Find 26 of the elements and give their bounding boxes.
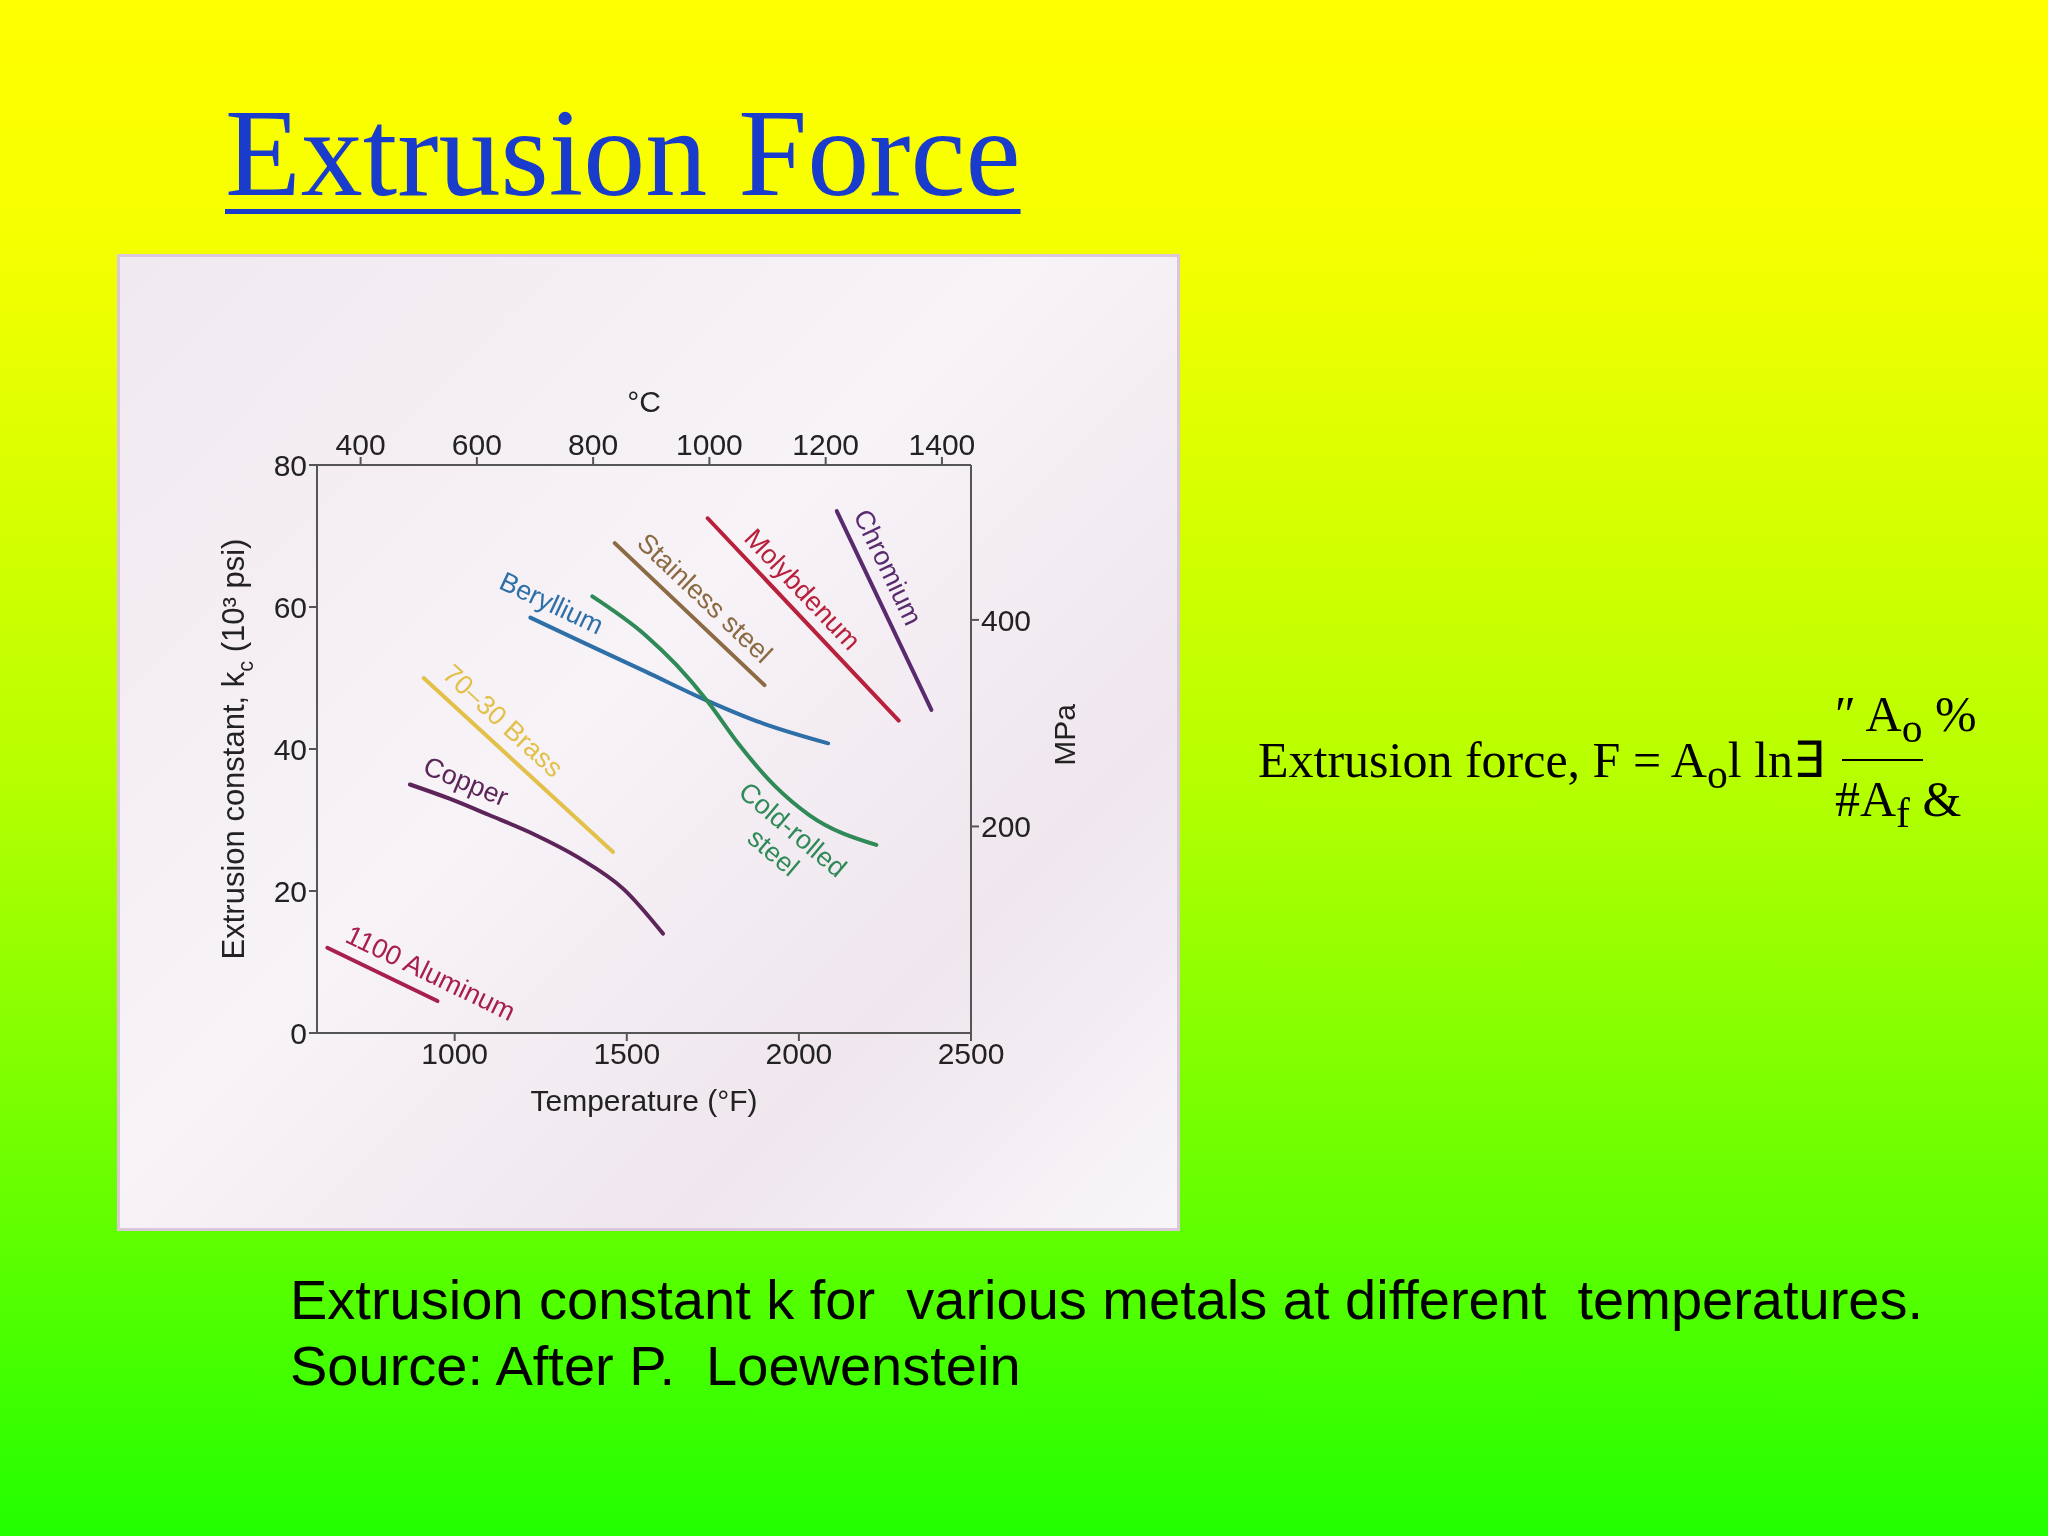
y-tick-label: 60 bbox=[273, 590, 307, 624]
x2-tick-label: 1000 bbox=[676, 428, 743, 461]
text: #A$_{f}$ & bbox=[1835, 771, 1962, 838]
x2-tick-label: 600 bbox=[451, 428, 502, 461]
y-tick-label: 40 bbox=[273, 732, 307, 766]
text: Extrusion constant k for various metals at different temperatures. bbox=[290, 1267, 1924, 1333]
x2-axis-title: °C bbox=[627, 384, 661, 418]
y-tick-label: 20 bbox=[273, 874, 307, 908]
text: Extrusion force, F = A$_{o}$l ln∃ bbox=[1258, 732, 1826, 799]
x2-tick-label: 800 bbox=[568, 428, 619, 461]
y-tick-label: 0 bbox=[290, 1016, 307, 1050]
x-tick-label: 1000 bbox=[421, 1037, 489, 1071]
x-tick-label: 1500 bbox=[593, 1037, 661, 1071]
x2-tick-label: 1400 bbox=[908, 428, 976, 461]
x-axis-title: Temperature (°F) bbox=[530, 1083, 758, 1117]
text: ″ A$_{o}$ % bbox=[1835, 686, 1977, 753]
y2-tick-label: 400 bbox=[981, 603, 1032, 637]
y2-axis-title: MPa bbox=[1047, 703, 1081, 766]
source-note: Source: After P. Loewenstein bbox=[290, 1333, 1022, 1399]
x2-tick-label: 400 bbox=[335, 428, 386, 461]
y2-tick-label: 200 bbox=[981, 810, 1032, 844]
x-tick-label: 2000 bbox=[765, 1037, 833, 1071]
y-tick-label: 80 bbox=[273, 448, 307, 482]
x2-tick-label: 1200 bbox=[792, 428, 860, 461]
chart-title: Extrusion Force bbox=[225, 85, 1021, 222]
x-tick-label: 2500 bbox=[937, 1037, 1005, 1071]
